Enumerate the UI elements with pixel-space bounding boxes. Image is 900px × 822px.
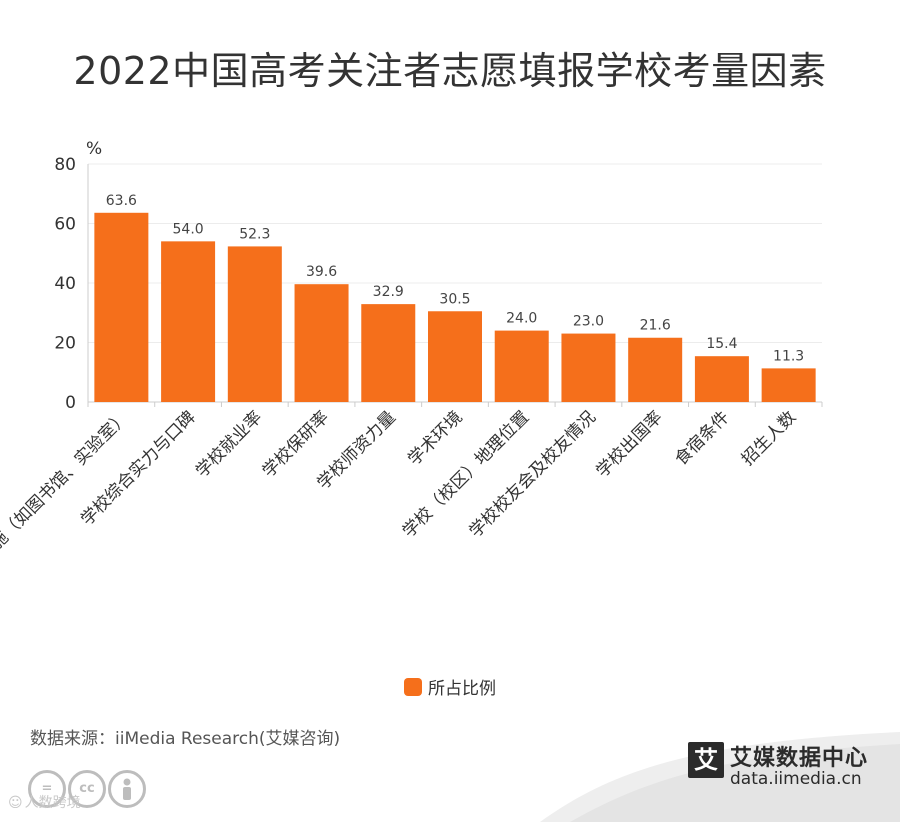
data-label: 32.9 [373,284,404,300]
x-tick-label: 招生人数 [738,407,800,469]
data-label: 63.6 [106,193,137,209]
data-label: 24.0 [506,311,537,327]
x-tick-label: 学校硬件设施（如图书馆、实验室） [0,407,133,613]
cc-icon: cc [68,770,106,808]
brand-name: 艾媒数据中心 [730,746,869,771]
source-note: 数据来源：iiMedia Research(艾媒咨询) [30,729,341,749]
bar [294,284,349,402]
bar [561,333,616,402]
bar [628,337,683,402]
person-icon [108,770,146,808]
x-tick-label: 学校（校区）地理位置 [399,407,533,541]
legend-label: 所占比例 [428,679,496,699]
data-label: 52.3 [239,226,270,242]
chart-title: 2022中国高考关注者志愿填报学校考量因素 [73,49,827,93]
x-tick-label: 学校校友会及校友情况 [466,407,600,541]
x-tick-label: 学术环境 [404,407,466,469]
bar-chart: 0 20 40 60 80% 63.6 学校硬件设施（如图书馆、实验室） 54.0 学校综合实力… [0,139,823,614]
bar [227,246,282,402]
data-label: 54.0 [173,221,204,237]
legend-swatch [404,677,422,696]
x-tick-label: 学校综合实力与口碑 [77,407,199,529]
x-tick-label: 食宿条件 [671,407,733,469]
data-label: 39.6 [306,264,337,280]
brand-logo: 艾 [688,742,724,778]
bar [428,311,482,402]
y-axis-label: % [86,139,102,159]
equals-icon: = [28,770,66,808]
brand-url: data.iimedia.cn [730,769,862,789]
bar [94,212,149,402]
brand-footer: 艾 艾媒数据中心 data.iimedia.cn [540,732,900,822]
y-tick-label: 60 [54,215,76,235]
bar [361,304,416,402]
license-watermark: = cc ☺ 人数跨境 [6,762,176,822]
y-tick-label: 80 [54,155,76,175]
watermark-text: 人数跨境 [24,795,81,811]
weibo-icon: ☺ [8,795,23,811]
bar [494,330,549,402]
x-tick-label: 学校就业率 [192,407,266,481]
data-label: 21.6 [640,318,671,334]
bar [761,368,816,402]
bar [694,356,749,402]
y-tick-label: 40 [54,274,76,294]
x-tick-label: 学校出国率 [592,407,666,481]
y-tick-label: 0 [65,393,76,413]
bar [161,241,216,402]
watermark: ☺ 人数跨境 [8,792,81,812]
data-label: 30.5 [439,291,470,307]
data-label: 11.3 [773,348,804,364]
data-label: 23.0 [573,314,604,330]
legend[interactable]: 所占比例 [0,674,900,699]
y-tick-label: 20 [54,334,76,354]
data-label: 15.4 [706,336,737,352]
